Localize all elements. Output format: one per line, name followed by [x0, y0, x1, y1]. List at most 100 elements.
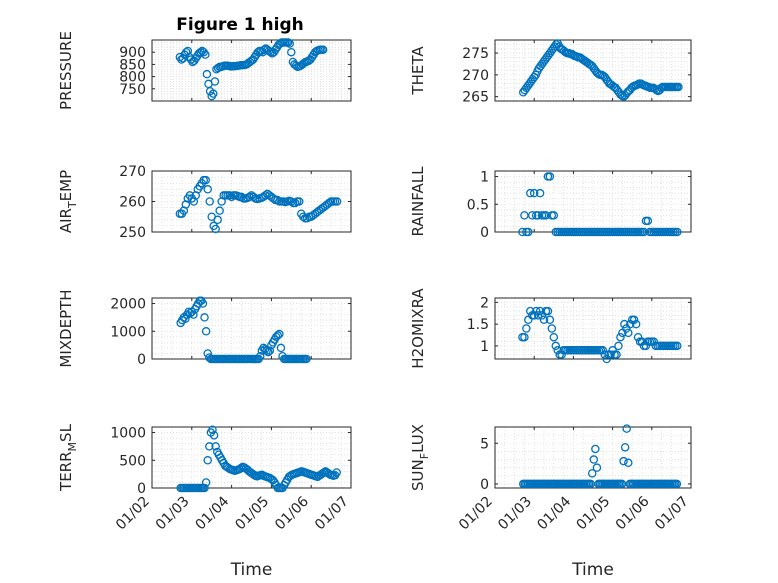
y-axis-label: MIXDEPTH: [57, 289, 75, 367]
subplot-7: 0 500 1000 01/02 01/03 01/04 01/05 01/06 01/07 Ti…: [57, 423, 352, 580]
y-axis-label-part: EMP: [57, 170, 75, 201]
y-tick-label: 900: [119, 45, 146, 61]
data-point: [198, 299, 208, 308]
data-point: [629, 315, 639, 325]
series-markers: [518, 172, 682, 237]
data-point: [606, 350, 615, 359]
y-axis-label-part: TERR: [57, 451, 75, 492]
y-axis-label-part: LUX: [409, 424, 427, 453]
data-point: [200, 483, 209, 493]
data-point: [265, 346, 275, 355]
subplot-5: 0 1000 2000 MIXDEPTH: [57, 289, 352, 368]
series-markers: [518, 39, 683, 101]
y-tick-label: 800: [119, 70, 146, 86]
data-point: [287, 197, 296, 206]
data-point: [551, 341, 561, 351]
y-tick-label: 0: [137, 481, 146, 497]
data-point: [237, 192, 246, 202]
y-axis-label-sub: T: [66, 201, 79, 209]
grid-lines: [151, 39, 352, 102]
y-tick-label: 2000: [110, 297, 146, 313]
y-tick-label: 1.5: [467, 317, 489, 333]
data-point: [591, 444, 600, 454]
data-point: [619, 456, 628, 466]
data-point: [539, 315, 549, 325]
series-markers: [176, 425, 341, 493]
data-point: [283, 38, 293, 47]
data-point: [616, 332, 625, 342]
y-tick-label: 1000: [110, 324, 146, 340]
y-tick-label: 5: [480, 436, 489, 452]
axes-box: [494, 426, 692, 489]
data-point: [324, 198, 334, 208]
grid-lines: [494, 39, 692, 102]
x-tick-label: 01/04: [534, 493, 574, 533]
x-tick-label: 01/06: [613, 493, 653, 533]
y-axis-label-sub: M: [66, 442, 79, 452]
subplot-2: 265 270 275 THETA: [409, 39, 692, 106]
data-point: [600, 350, 610, 359]
axes-box: [151, 426, 352, 489]
data-point: [201, 50, 210, 59]
series-markers: [518, 306, 682, 364]
y-tick-label: 0: [137, 352, 146, 368]
data-point: [256, 351, 265, 361]
data-point: [531, 306, 541, 316]
data-point: [587, 469, 597, 478]
y-axis-label: RAINFALL: [409, 166, 427, 237]
y-tick-label: 0: [480, 225, 489, 241]
data-point: [614, 341, 623, 351]
data-point: [209, 89, 218, 98]
data-point: [318, 45, 328, 55]
data-point: [203, 456, 212, 465]
y-tick-label: 250: [119, 225, 146, 241]
y-tick-label: 850: [119, 57, 146, 73]
data-point: [215, 206, 224, 215]
data-point: [592, 463, 602, 472]
axes-box: [494, 297, 692, 360]
data-point: [624, 458, 633, 468]
data-point: [211, 442, 220, 451]
x-tick-label: 01/02: [113, 494, 153, 534]
data-point: [227, 192, 236, 202]
data-point: [543, 306, 553, 316]
data-point: [273, 195, 282, 205]
y-tick-label: 270: [462, 68, 489, 84]
data-point: [276, 343, 286, 353]
axes-box: [151, 39, 352, 102]
data-point: [263, 347, 273, 357]
x-tick-label: 01/04: [193, 493, 233, 533]
data-point: [620, 443, 630, 452]
grid-lines: [494, 170, 692, 233]
y-axis-label: PRESSURE: [57, 31, 75, 110]
data-point: [332, 468, 341, 477]
data-point: [287, 47, 296, 57]
y-tick-label: 260: [119, 195, 146, 211]
x-tick-label: 01/03: [495, 494, 535, 534]
x-tick-label: 01/05: [232, 494, 272, 534]
series-markers: [176, 296, 311, 364]
x-tick-label: 01/06: [272, 493, 312, 533]
y-tick-label: 1: [480, 170, 489, 186]
data-point: [262, 346, 271, 355]
y-tick-label: 275: [462, 46, 489, 62]
data-point: [201, 327, 211, 336]
data-point: [202, 69, 212, 79]
data-point: [189, 310, 198, 319]
y-tick-label: 0: [480, 477, 489, 493]
data-point: [208, 425, 217, 435]
data-point: [273, 331, 283, 340]
data-point: [631, 319, 641, 329]
data-point: [205, 197, 214, 206]
data-point: [266, 47, 275, 57]
data-point: [205, 442, 214, 451]
grid-lines: [151, 297, 352, 360]
data-point: [589, 455, 599, 464]
series-markers: [175, 38, 328, 101]
y-tick-label: 1000: [110, 426, 146, 442]
y-tick-label: 0.5: [467, 197, 489, 213]
y-tick-label: 2: [480, 295, 489, 311]
subplot-3: 250 260 270 AIRTEMP: [57, 164, 352, 241]
data-point: [225, 191, 234, 200]
